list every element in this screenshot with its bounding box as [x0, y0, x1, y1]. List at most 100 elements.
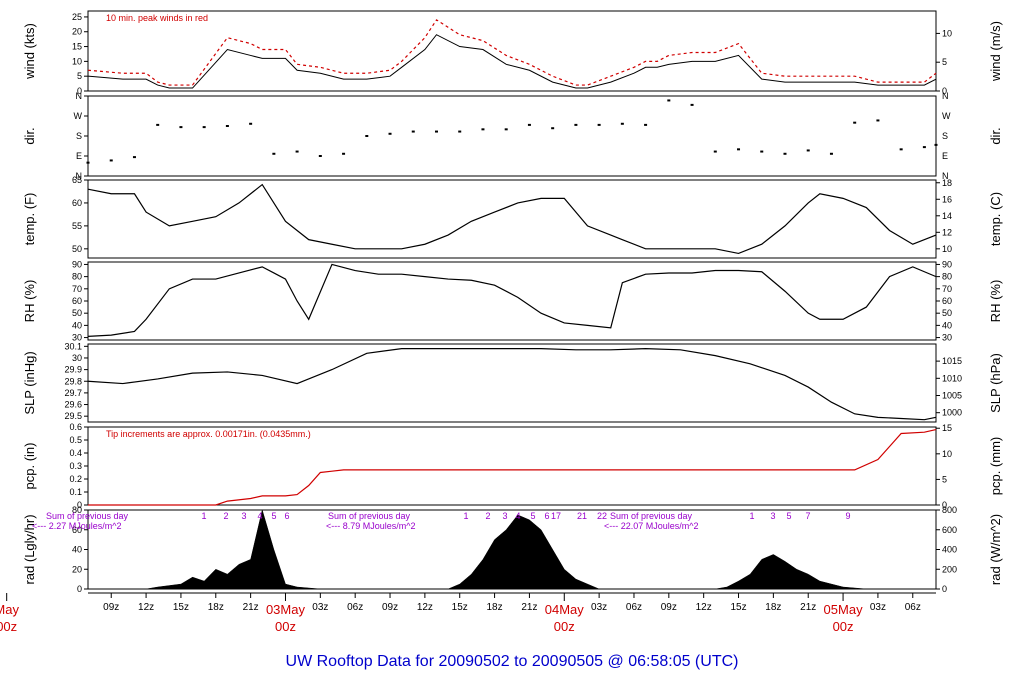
data-point — [225, 125, 229, 127]
radiation-sum-note: Sum of previous day — [328, 511, 411, 521]
y-tick-label: 29.8 — [64, 376, 82, 386]
wind-series-line — [87, 19, 937, 86]
data-point — [806, 149, 810, 152]
data-point — [597, 123, 601, 126]
y-tick-label: 0 — [77, 500, 82, 510]
x-tick-label: 15z — [452, 602, 468, 613]
y-tick-label: 20 — [72, 27, 82, 37]
day-label: May — [0, 602, 19, 617]
y-tick-label-right: 16 — [942, 194, 952, 204]
x-tick-label: 15z — [730, 602, 746, 613]
y-tick-label: 60 — [72, 296, 82, 306]
y-tick-label-right: 5 — [942, 474, 947, 484]
data-point — [179, 126, 183, 129]
data-point — [504, 128, 508, 131]
data-point — [737, 148, 741, 151]
y-tick-label-right: 10 — [942, 28, 952, 38]
x-tick-label: 18z — [208, 602, 224, 613]
panel-annotation: Tip increments are approx. 0.00171in. (0… — [106, 429, 311, 439]
hour-mark: 5 — [530, 511, 535, 521]
data-point — [156, 123, 160, 126]
hour-mark: 4 — [257, 511, 262, 521]
wind-series-line — [87, 34, 937, 89]
y-axis-label: temp. (F) — [22, 193, 37, 246]
x-tick-label: 06z — [347, 602, 363, 613]
x-tick-label: 12z — [138, 602, 154, 613]
y-tick-label-right: 70 — [942, 284, 952, 294]
y-tick-label: W — [74, 111, 83, 121]
data-point — [899, 148, 903, 151]
y-tick-label: 80 — [72, 272, 82, 282]
y-tick-label: 30 — [72, 353, 82, 363]
y-tick-label: 90 — [72, 259, 82, 269]
x-tick-label: 03z — [870, 602, 886, 613]
y-tick-label: 40 — [72, 545, 82, 555]
data-point — [411, 130, 415, 133]
y-tick-label: 50 — [72, 308, 82, 318]
y-tick-label: S — [76, 131, 82, 141]
y-axis-label: SLP (inHg) — [22, 351, 37, 414]
y-tick-label: 20 — [72, 564, 82, 574]
y-tick-label-right: 10 — [942, 449, 952, 459]
y-tick-label-right: 0 — [942, 86, 947, 96]
y-axis-label: RH (%) — [22, 280, 37, 323]
y-tick-label-right: 90 — [942, 259, 952, 269]
y-tick-label-right: 800 — [942, 505, 957, 515]
data-point — [132, 156, 136, 159]
data-point — [667, 99, 671, 102]
y-tick-label: 29.5 — [64, 411, 82, 421]
y-tick-label: 25 — [72, 12, 82, 22]
y-axis-label-right: dir. — [988, 127, 1003, 144]
data-point — [202, 126, 206, 129]
panel-rh: 30 40 50 60 70 80 90 30 40 50 60 70 80 90 RH (%) RH (%) — [22, 259, 1003, 342]
x-tick-label: 15z — [173, 602, 189, 613]
pcp-series-line — [88, 429, 937, 506]
data-point — [644, 123, 648, 126]
hour-mark: 6 — [284, 511, 289, 521]
x-tick-label: 21z — [800, 602, 816, 613]
y-tick-label-right: S — [942, 131, 948, 141]
data-point — [853, 121, 857, 124]
x-tick-label: 09z — [661, 602, 677, 613]
chart-title: UW Rooftop Data for 20090502 to 20090505… — [286, 653, 739, 670]
hour-mark: 3 — [770, 511, 775, 521]
panel-pcp: 0 0.1 0.2 0.3 0.4 0.5 0.6 0 5 10 15 pcp. (in) pcp. (… — [22, 422, 1003, 510]
y-tick-label: 29.6 — [64, 400, 82, 410]
day-label-hour: 00z — [554, 619, 575, 634]
y-tick-label: 0.6 — [69, 422, 82, 432]
day-label: 04May — [545, 602, 585, 617]
y-tick-label: 30 — [72, 333, 82, 343]
y-tick-label: 29.9 — [64, 365, 82, 375]
data-point — [713, 150, 717, 153]
x-tick-label: 21z — [521, 602, 537, 613]
radiation-sum-note: Sum of previous day — [610, 511, 693, 521]
y-tick-label-right: 5 — [942, 57, 947, 67]
data-point — [551, 127, 555, 130]
hour-mark: 2 — [223, 511, 228, 521]
panel-annotation: 10 min. peak winds in red — [106, 13, 208, 23]
panel-frame — [87, 95, 937, 177]
x-tick-label: 18z — [765, 602, 781, 613]
data-point — [876, 119, 880, 122]
data-point — [109, 159, 113, 162]
y-tick-label: N — [76, 171, 83, 181]
panel-temp: 50 55 60 65 10 12 14 16 18 temp. (F) temp. (C) — [22, 175, 1003, 259]
slp-series-line — [87, 348, 937, 421]
data-point — [342, 152, 346, 155]
y-tick-label: 0 — [77, 86, 82, 96]
y-tick-label-right: 60 — [942, 296, 952, 306]
y-axis-label: pcp. (in) — [22, 443, 37, 490]
hour-mark: 22 — [597, 511, 607, 521]
y-tick-label: E — [76, 151, 82, 161]
data-point — [620, 122, 624, 125]
rh-series-line — [87, 263, 937, 337]
y-tick-label: 65 — [72, 175, 82, 185]
data-point — [249, 122, 253, 125]
y-tick-label: N — [76, 91, 83, 101]
y-tick-label-right: 12 — [942, 227, 952, 237]
y-axis-label: rad (Lgly/hr) — [22, 514, 37, 584]
radiation-sum-note: <--- 2.27 MJoules/m^2 — [32, 521, 122, 531]
hour-mark: 5 — [786, 511, 791, 521]
y-tick-label-right: 30 — [942, 333, 952, 343]
